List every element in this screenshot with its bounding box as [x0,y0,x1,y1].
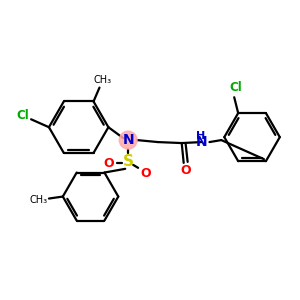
Text: O: O [141,167,151,180]
Text: Cl: Cl [17,109,30,122]
Text: CH₃: CH₃ [30,194,48,205]
Text: N: N [196,135,207,149]
Text: N: N [122,133,134,147]
Text: H: H [196,131,205,141]
Text: CH₃: CH₃ [93,75,112,85]
Circle shape [119,131,137,149]
Text: O: O [180,164,191,177]
Text: O: O [103,158,114,170]
Text: S: S [123,154,134,169]
Text: Cl: Cl [230,81,243,94]
